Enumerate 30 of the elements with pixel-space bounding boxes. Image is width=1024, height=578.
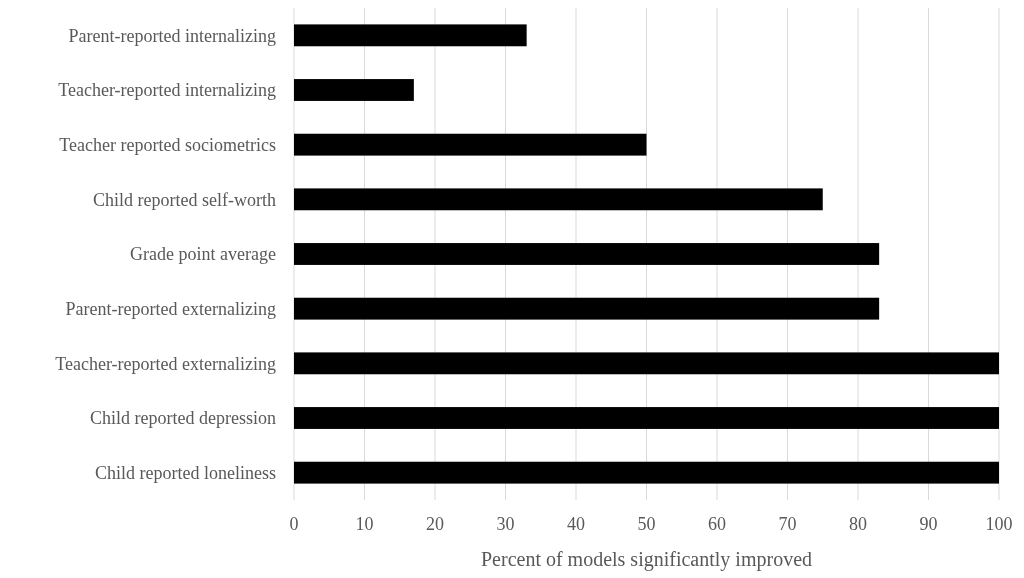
x-tick-label: 90 [919, 514, 938, 534]
y-tick-label: Grade point average [130, 244, 276, 265]
y-tick-label: Teacher-reported internalizing [58, 80, 276, 101]
bar [294, 79, 414, 101]
bar [294, 243, 880, 265]
bar [294, 407, 999, 429]
bar [294, 297, 880, 320]
x-tick-label: 50 [637, 514, 656, 534]
y-tick-label: Parent-reported internalizing [68, 25, 276, 46]
y-tick-label: Teacher-reported externalizing [55, 353, 276, 374]
y-tick-label: Parent-reported externalizing [65, 298, 276, 319]
bar [294, 24, 527, 47]
x-tick-label: 0 [289, 514, 299, 534]
y-tick-label: Teacher reported sociometrics [59, 134, 276, 155]
x-axis-title: Percent of models significantly improved [480, 548, 813, 571]
y-tick-label: Child reported depression [90, 408, 276, 429]
x-tick-label: 10 [355, 514, 374, 534]
x-tick-label: 40 [567, 514, 585, 534]
x-tick-label: 70 [778, 514, 797, 534]
x-tick-label: 60 [708, 514, 726, 534]
bar [294, 133, 647, 156]
x-tick-label: 100 [985, 514, 1013, 534]
x-tick-label: 30 [496, 514, 515, 534]
x-tick-label: 80 [849, 514, 867, 534]
bar [294, 352, 999, 375]
y-tick-label: Child reported loneliness [95, 462, 276, 483]
x-tick-label: 20 [426, 514, 444, 534]
bar [294, 188, 823, 211]
y-tick-label: Child reported self-worth [93, 189, 276, 210]
bar [294, 461, 999, 484]
